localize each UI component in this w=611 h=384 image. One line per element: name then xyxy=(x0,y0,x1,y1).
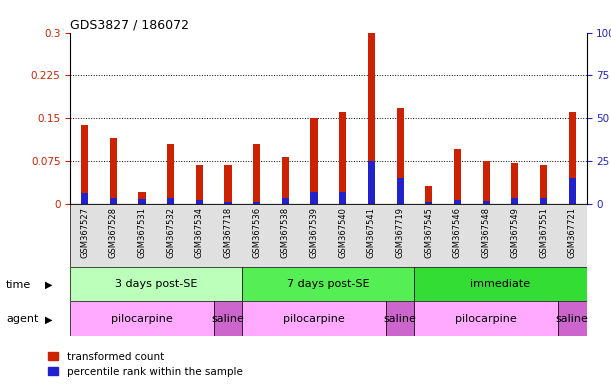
Text: agent: agent xyxy=(6,314,38,324)
Text: time: time xyxy=(6,280,31,290)
Bar xyxy=(386,301,414,336)
Bar xyxy=(224,202,232,204)
Bar xyxy=(167,144,174,204)
Bar xyxy=(368,33,375,204)
Bar xyxy=(454,200,461,204)
Text: GSM367721: GSM367721 xyxy=(568,207,577,258)
Text: GSM367531: GSM367531 xyxy=(137,207,147,258)
Bar xyxy=(282,157,289,204)
Bar xyxy=(425,187,433,204)
Bar xyxy=(214,301,243,336)
Bar xyxy=(414,267,587,301)
Text: GSM367534: GSM367534 xyxy=(195,207,204,258)
Bar xyxy=(569,113,576,204)
Bar xyxy=(397,108,404,204)
Bar xyxy=(511,162,519,204)
Text: 7 days post-SE: 7 days post-SE xyxy=(287,279,370,289)
Bar xyxy=(110,138,117,204)
Bar xyxy=(110,198,117,204)
Bar xyxy=(196,200,203,204)
Bar xyxy=(70,267,243,301)
Bar xyxy=(425,202,433,204)
Text: GSM367541: GSM367541 xyxy=(367,207,376,258)
Text: ▶: ▶ xyxy=(45,280,52,290)
Bar xyxy=(454,149,461,204)
Bar xyxy=(138,192,145,204)
Bar xyxy=(569,178,576,204)
Text: GSM367546: GSM367546 xyxy=(453,207,462,258)
Text: GSM367527: GSM367527 xyxy=(80,207,89,258)
Text: GSM367545: GSM367545 xyxy=(424,207,433,258)
Bar xyxy=(558,301,587,336)
Text: GSM367540: GSM367540 xyxy=(338,207,347,258)
Text: GSM367539: GSM367539 xyxy=(310,207,318,258)
Text: GSM367548: GSM367548 xyxy=(481,207,491,258)
Bar xyxy=(540,198,547,204)
Bar xyxy=(368,161,375,204)
Text: GSM367551: GSM367551 xyxy=(539,207,548,258)
Bar xyxy=(310,192,318,204)
Text: saline: saline xyxy=(211,314,244,324)
Bar xyxy=(253,202,260,204)
Bar xyxy=(310,118,318,204)
Bar xyxy=(167,198,174,204)
Text: GSM367549: GSM367549 xyxy=(510,207,519,258)
Text: immediate: immediate xyxy=(470,279,530,289)
Text: GDS3827 / 186072: GDS3827 / 186072 xyxy=(70,18,189,31)
Bar xyxy=(81,193,88,204)
Bar xyxy=(243,301,386,336)
Bar xyxy=(138,199,145,204)
Bar xyxy=(339,113,346,204)
Bar xyxy=(282,198,289,204)
Bar xyxy=(483,161,490,204)
Bar xyxy=(243,267,414,301)
Bar xyxy=(253,144,260,204)
Bar xyxy=(397,178,404,204)
Text: pilocarpine: pilocarpine xyxy=(283,314,345,324)
Text: GSM367528: GSM367528 xyxy=(109,207,118,258)
Text: saline: saline xyxy=(556,314,588,324)
Bar xyxy=(483,201,490,204)
Text: saline: saline xyxy=(384,314,417,324)
Text: GSM367719: GSM367719 xyxy=(395,207,404,258)
Bar xyxy=(511,198,519,204)
Legend: transformed count, percentile rank within the sample: transformed count, percentile rank withi… xyxy=(48,352,243,377)
Bar xyxy=(196,165,203,204)
Text: GSM367536: GSM367536 xyxy=(252,207,262,258)
Text: pilocarpine: pilocarpine xyxy=(455,314,517,324)
Bar xyxy=(339,192,346,204)
Text: GSM367532: GSM367532 xyxy=(166,207,175,258)
Bar xyxy=(414,301,558,336)
Text: ▶: ▶ xyxy=(45,314,52,324)
Text: GSM367718: GSM367718 xyxy=(224,207,233,258)
Text: 3 days post-SE: 3 days post-SE xyxy=(115,279,197,289)
Text: pilocarpine: pilocarpine xyxy=(111,314,173,324)
Bar xyxy=(81,125,88,204)
Text: GSM367538: GSM367538 xyxy=(281,207,290,258)
Bar xyxy=(70,301,214,336)
Bar xyxy=(540,165,547,204)
Bar xyxy=(224,165,232,204)
